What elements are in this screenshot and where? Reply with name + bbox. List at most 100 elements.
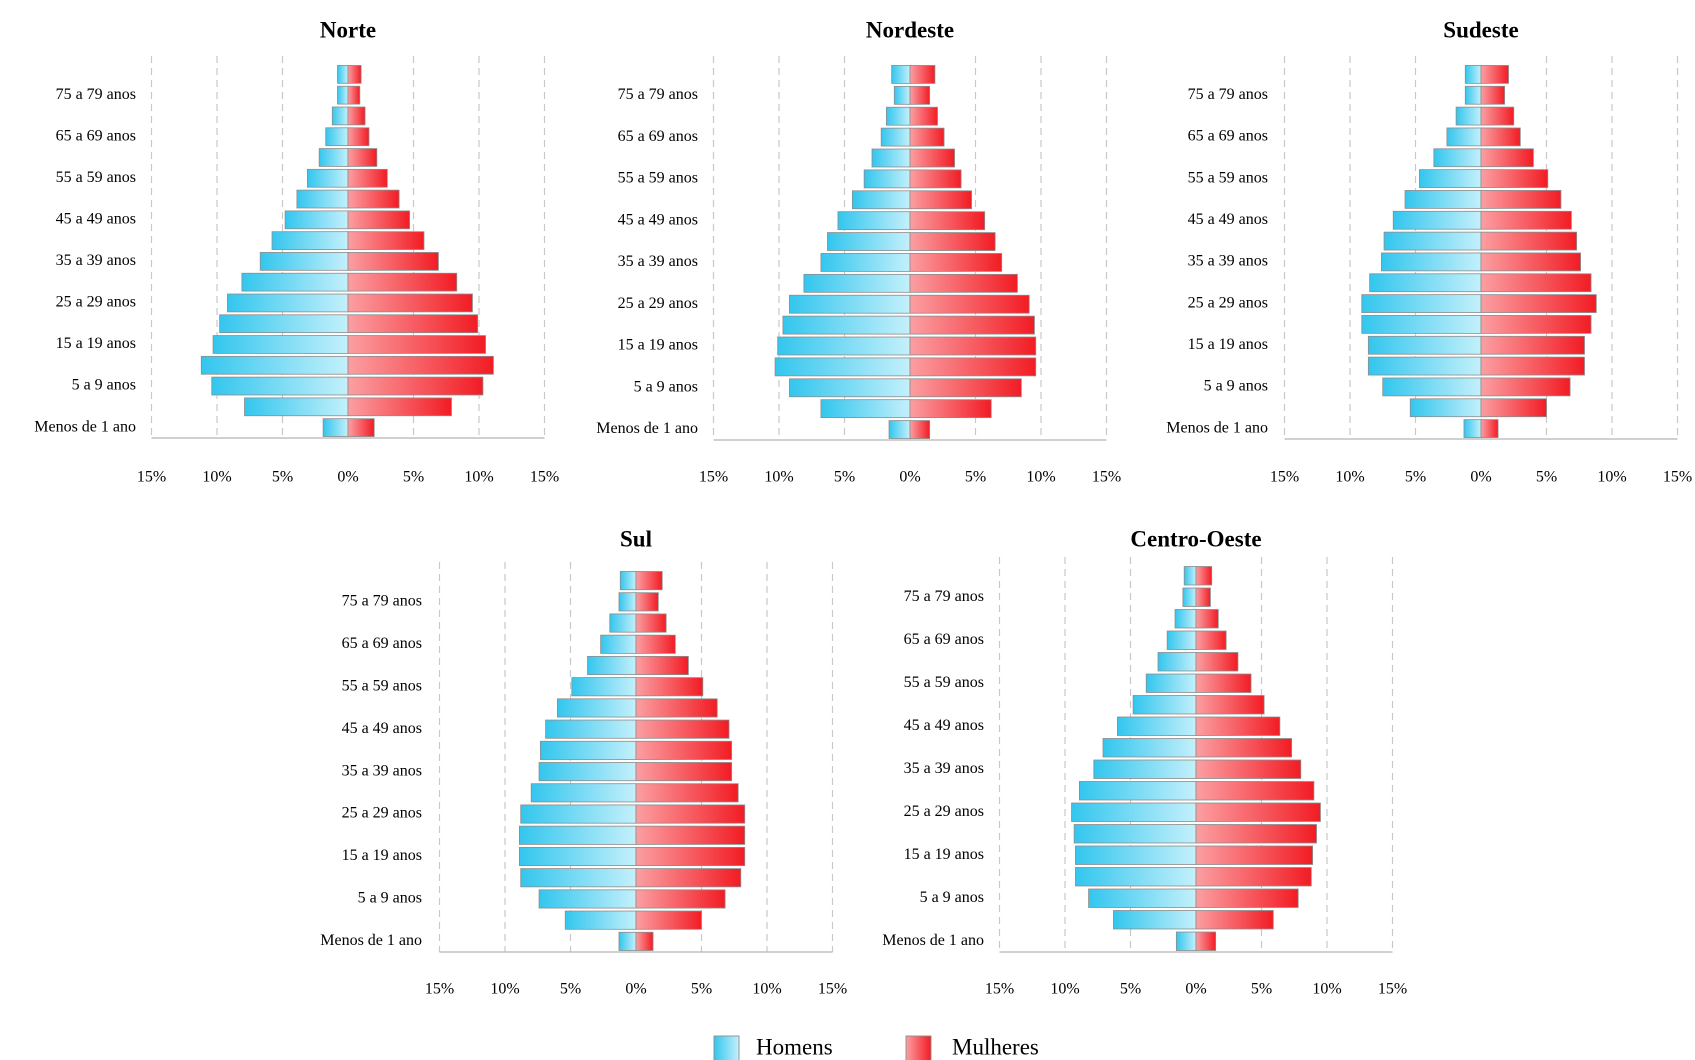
bar-homens: [564, 910, 637, 930]
y-tick-label: 15 a 19 anos: [56, 335, 136, 352]
y-tick-label: 75 a 79 anos: [904, 588, 984, 605]
bar-homens: [1419, 169, 1482, 188]
x-tick-label: 0%: [1470, 469, 1491, 486]
x-tick-label: 0%: [337, 469, 358, 486]
bar-homens: [296, 189, 349, 209]
y-tick-label: 5 a 9 anos: [358, 890, 422, 907]
bar-homens: [227, 293, 349, 313]
bar-mulheres: [1195, 781, 1315, 801]
bar-mulheres: [635, 762, 733, 782]
y-tick-label: 65 a 69 anos: [56, 127, 136, 144]
y-tick-label: 15 a 19 anos: [342, 847, 422, 864]
bar-homens: [337, 65, 349, 84]
y-tick-label: 15 a 19 anos: [618, 337, 698, 354]
bar-mulheres: [347, 314, 479, 334]
x-tick-label: 15%: [1270, 469, 1299, 486]
x-tick-label: 10%: [1597, 469, 1626, 486]
bar-homens: [600, 634, 637, 654]
bar-homens: [1464, 85, 1482, 105]
bar-mulheres: [635, 783, 739, 803]
bar-homens: [557, 698, 637, 718]
y-tick-label: 45 a 49 anos: [56, 211, 136, 228]
bar-homens: [789, 294, 911, 314]
bar-homens: [1367, 356, 1482, 376]
legend-swatch-homens: [713, 1035, 740, 1060]
bar-mulheres: [1480, 190, 1562, 209]
bar-mulheres: [1480, 210, 1572, 230]
bar-homens: [827, 232, 911, 251]
bar-mulheres: [1195, 609, 1219, 629]
bar-homens: [337, 85, 349, 105]
bar-homens: [212, 335, 349, 354]
x-tick-label: 10%: [490, 981, 519, 998]
bar-homens: [1175, 931, 1197, 951]
bar-mulheres: [347, 355, 494, 375]
bar-mulheres: [347, 335, 486, 354]
bar-homens: [1102, 738, 1197, 758]
bar-mulheres: [1480, 419, 1499, 438]
pyramid-chart: Sudeste 75 a 79 anos 65 a 69 anos 55 a 59 a…: [1166, 17, 1692, 485]
bar-homens: [1183, 566, 1197, 586]
bar-mulheres: [1480, 169, 1549, 188]
bar-homens: [1157, 652, 1197, 672]
bar-mulheres: [1195, 695, 1265, 715]
y-tick-label: 75 a 79 anos: [56, 86, 136, 103]
bar-homens: [1113, 910, 1197, 930]
x-tick-label: 15%: [818, 981, 847, 998]
bar-mulheres: [1480, 231, 1578, 251]
y-tick-label: 65 a 69 anos: [904, 631, 984, 648]
x-tick-label: 15%: [1378, 981, 1407, 998]
bar-mulheres: [1480, 106, 1515, 126]
chart-title: Nordeste: [866, 17, 954, 42]
bar-homens: [1392, 210, 1482, 230]
bar-homens: [539, 740, 637, 760]
pyramid-chart: Sul 75 a 79 anos 65 a 69 anos 55 a 59 anos 4…: [320, 526, 847, 997]
bar-mulheres: [1195, 888, 1299, 908]
x-tick-label: 10%: [1335, 469, 1364, 486]
pyramid-chart: Nordeste 75 a 79 anos 65 a 69 anos 55 a 59 …: [596, 17, 1121, 485]
bar-homens: [325, 127, 349, 147]
bar-mulheres: [347, 272, 458, 292]
bar-mulheres: [635, 804, 746, 824]
bar-mulheres: [1195, 673, 1252, 693]
bar-homens: [871, 148, 911, 168]
bar-homens: [619, 571, 637, 591]
y-tick-label: 35 a 39 anos: [342, 762, 422, 779]
bar-mulheres: [1195, 759, 1302, 779]
bar-homens: [1166, 630, 1197, 650]
chart-title: Sul: [620, 526, 652, 551]
bar-mulheres: [347, 293, 473, 313]
x-tick-label: 5%: [403, 469, 424, 486]
x-tick-label: 10%: [1050, 981, 1079, 998]
bar-homens: [1382, 377, 1482, 397]
bar-mulheres: [1480, 315, 1592, 334]
pyramid-chart: Norte 75 a 79 anos 65 a 69 anos 55 a 59 ano…: [34, 17, 559, 485]
bar-mulheres: [909, 211, 986, 231]
bar-homens: [530, 783, 637, 803]
y-tick-label: Menos de 1 ano: [596, 420, 698, 437]
bar-homens: [1132, 695, 1197, 715]
bar-homens: [618, 931, 637, 951]
y-tick-label: Menos de 1 ano: [320, 932, 422, 949]
y-tick-label: 55 a 59 anos: [1188, 169, 1268, 186]
bar-mulheres: [1480, 273, 1592, 293]
bar-homens: [322, 418, 349, 437]
bar-mulheres: [635, 634, 676, 654]
bar-homens: [1381, 252, 1482, 272]
bar-homens: [837, 211, 911, 231]
x-tick-label: 15%: [530, 469, 559, 486]
bar-homens: [886, 106, 911, 126]
bar-homens: [1075, 845, 1197, 865]
bar-homens: [888, 420, 911, 439]
bar-homens: [244, 397, 349, 417]
legend: Homens Mulheres: [713, 1034, 1039, 1060]
bar-homens: [893, 85, 911, 105]
bar-mulheres: [635, 868, 742, 888]
y-tick-label: 65 a 69 anos: [1188, 128, 1268, 145]
bar-homens: [820, 253, 911, 272]
bar-mulheres: [909, 106, 938, 126]
x-tick-label: 0%: [899, 469, 920, 486]
bar-homens: [520, 868, 637, 888]
x-tick-label: 15%: [985, 981, 1014, 998]
bar-mulheres: [1195, 587, 1211, 607]
